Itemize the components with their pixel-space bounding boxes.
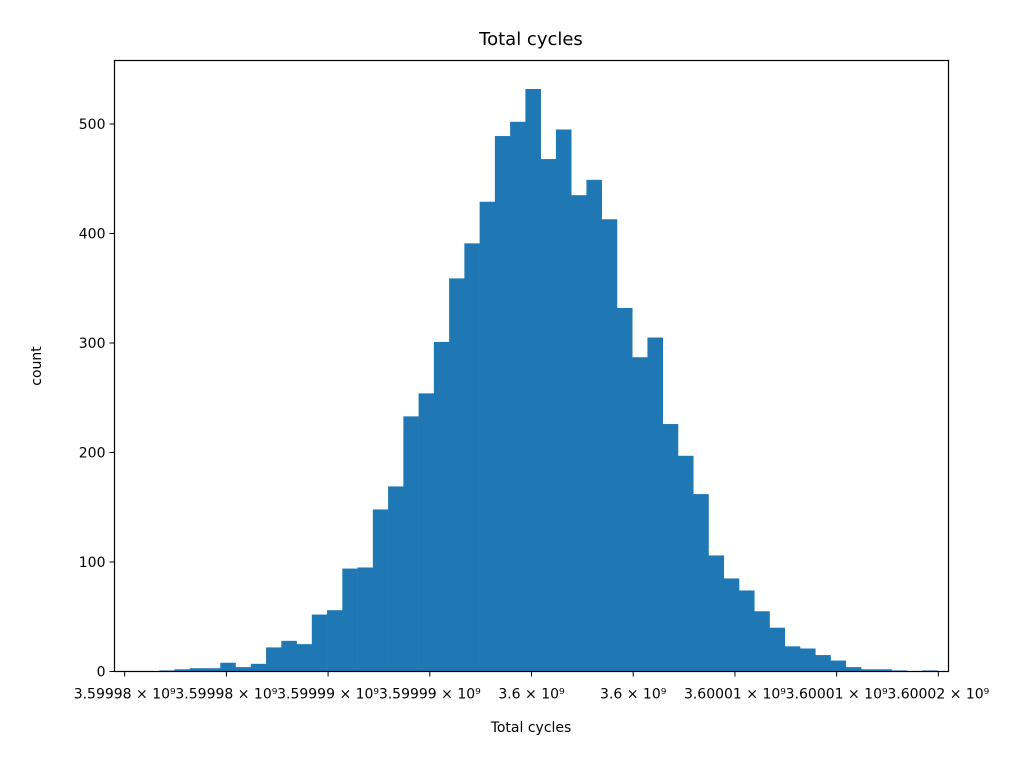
x-axis-label: Total cycles <box>490 720 572 736</box>
histogram-bar <box>342 568 358 672</box>
histogram-bar <box>830 660 847 672</box>
histogram-bar <box>861 669 877 672</box>
histogram-bar <box>281 640 297 672</box>
histogram-bar <box>723 578 740 672</box>
histogram-bar <box>220 662 236 672</box>
y-tick-label: 300 <box>79 336 106 352</box>
histogram-bar <box>250 663 267 672</box>
histogram-bar <box>876 669 892 672</box>
x-tick-label: 3.60002 × 10⁹ <box>887 687 989 703</box>
bars <box>159 88 938 672</box>
x-tick-label: 3.6 × 10⁹ <box>498 687 565 703</box>
histogram-bar <box>174 669 191 672</box>
histogram-bar <box>311 614 328 672</box>
x-tick-label: 3.59998 × 10⁹ <box>74 687 176 703</box>
histogram-bar <box>815 655 831 672</box>
histogram-bar <box>266 647 282 672</box>
histogram-bar <box>479 201 496 672</box>
histogram-bar <box>357 567 374 672</box>
histogram-bar <box>403 416 419 672</box>
histogram-bar <box>677 455 694 672</box>
histogram-bar <box>189 668 206 672</box>
histogram-bar <box>784 646 801 672</box>
histogram-bar <box>372 509 389 672</box>
y-axis-ticks: 0 100 200 300 400 500 <box>79 117 115 681</box>
histogram-bar <box>647 337 664 672</box>
histogram-bar <box>586 179 602 672</box>
histogram-bar <box>571 195 587 672</box>
y-tick-label: 0 <box>97 665 106 681</box>
histogram-bar <box>205 668 221 672</box>
x-tick-label: 3.59999 × 10⁹ <box>379 687 481 703</box>
histogram-bar <box>601 219 618 672</box>
y-tick-label: 100 <box>79 555 106 571</box>
histogram-bar <box>464 243 480 672</box>
chart-title: Total cycles <box>478 29 583 50</box>
histogram-bar <box>327 610 343 672</box>
y-tick-label: 400 <box>79 227 106 243</box>
histogram-bar <box>616 307 633 672</box>
x-tick-label: 3.59999 × 10⁹ <box>277 687 379 703</box>
y-tick-label: 500 <box>79 117 106 133</box>
histogram-bar <box>693 494 709 672</box>
y-axis-label: count <box>29 346 45 386</box>
histogram-bar <box>708 555 725 672</box>
x-tick-label: 3.59998 × 10⁹ <box>175 687 277 703</box>
histogram-bar <box>632 357 648 672</box>
y-tick-label: 200 <box>79 446 106 462</box>
histogram-bar <box>449 278 465 672</box>
histogram-bar <box>662 424 679 672</box>
histogram-bar <box>510 121 526 672</box>
histogram-bar <box>525 88 541 672</box>
x-axis-ticks: 3.59998 × 10⁹ 3.59998 × 10⁹ 3.59999 × 10⁹ 3… <box>74 671 990 703</box>
histogram-bar <box>235 667 252 672</box>
histogram-bar <box>754 611 770 672</box>
x-tick-label: 3.6 × 10⁹ <box>600 687 667 703</box>
histogram-bar <box>433 341 450 672</box>
histogram-bar <box>494 136 511 672</box>
histogram-bar <box>738 590 755 672</box>
histogram-bar <box>296 644 313 672</box>
x-tick-label: 3.60001 × 10⁹ <box>684 687 786 703</box>
x-tick-label: 3.60001 × 10⁹ <box>786 687 888 703</box>
histogram-bar <box>388 486 404 672</box>
histogram-bar <box>418 393 435 672</box>
histogram-bar <box>555 129 572 672</box>
histogram-bar <box>800 648 816 672</box>
histogram-bar <box>769 627 786 672</box>
histogram-bar <box>845 667 862 672</box>
histogram-bar <box>540 159 557 672</box>
